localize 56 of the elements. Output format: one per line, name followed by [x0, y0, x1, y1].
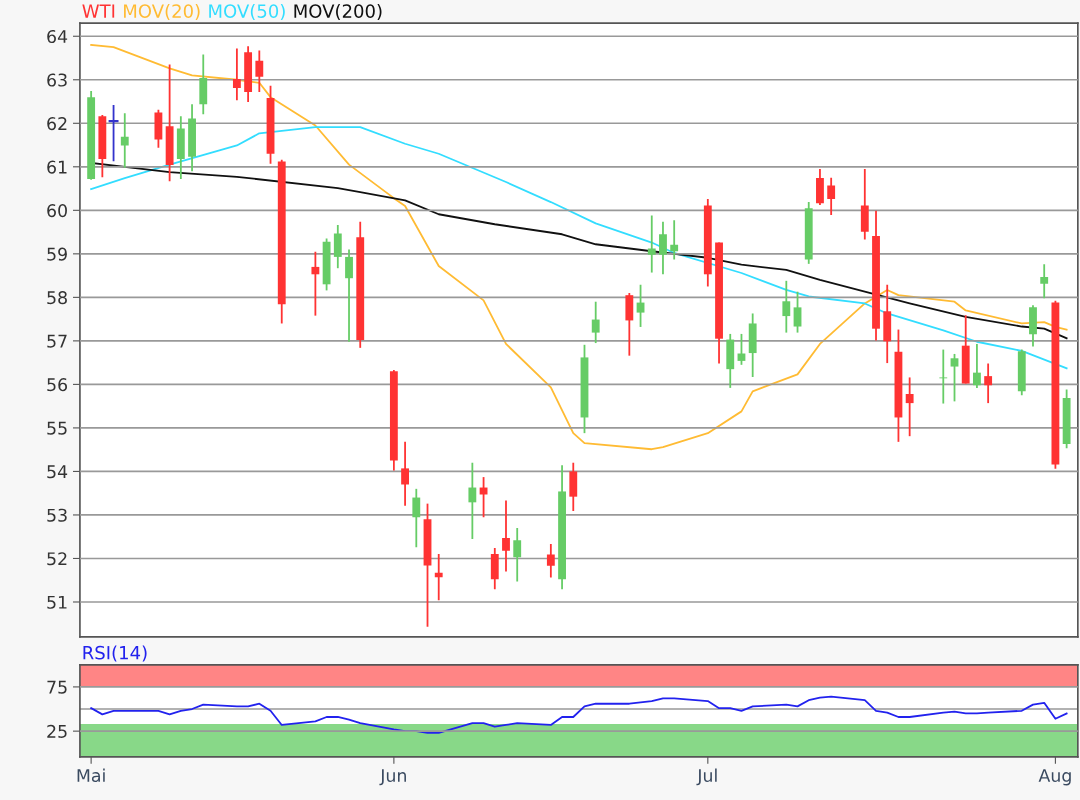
line-series — [90, 44, 1068, 451]
candlestick — [984, 362, 993, 405]
candlestick — [468, 461, 477, 540]
y-tick-label: 62 — [47, 117, 67, 131]
y-tick-label: 61 — [47, 160, 67, 174]
candlestick — [793, 290, 802, 334]
y-tick-label: 25 — [47, 724, 67, 738]
y-tick-label: 59 — [47, 247, 67, 261]
candlestick — [401, 440, 410, 507]
candlestick — [513, 527, 522, 583]
y-tick-label: 54 — [47, 465, 68, 479]
x-tick-label: Jul — [696, 768, 717, 786]
y-tick-label: 63 — [47, 73, 67, 87]
y-tick-label: 58 — [47, 291, 67, 305]
y-tick-label: 56 — [47, 378, 68, 392]
line-series — [90, 126, 1068, 370]
candlestick — [108, 104, 119, 163]
y-tick-label: 60 — [47, 204, 67, 218]
line-series — [90, 695, 1068, 734]
candlestick — [737, 333, 746, 366]
candlestick — [311, 250, 320, 317]
text: MOV(50) — [209, 3, 285, 21]
x-tick-label: Jun — [379, 769, 406, 786]
candlestick — [647, 214, 656, 274]
candlestick — [827, 176, 836, 217]
y-tick-label: 75 — [47, 680, 67, 694]
y-tick-label: 64 — [47, 29, 68, 44]
text: RSI(14) — [83, 645, 147, 662]
y-tick-label: 53 — [47, 508, 67, 522]
candlestick — [120, 112, 129, 169]
candlestick — [591, 300, 600, 344]
candlestick — [412, 487, 421, 549]
candlestick — [333, 224, 342, 270]
candlestick — [670, 219, 679, 261]
candlestick — [905, 376, 914, 438]
series-label: MOV(20) — [124, 3, 200, 21]
candlestick — [659, 220, 667, 276]
candlestick — [255, 49, 264, 93]
y-tick-label: 52 — [47, 552, 67, 566]
text: MOV(200) — [294, 3, 382, 21]
candlestick — [950, 353, 959, 403]
y-tick-label: 57 — [47, 334, 67, 348]
x-tick-label: Aug — [1038, 769, 1071, 786]
x-tick-label: Mai — [77, 768, 105, 783]
candlestick — [546, 543, 555, 579]
text: WTI — [82, 4, 115, 18]
candlestick — [782, 279, 791, 334]
candlestick — [502, 499, 510, 573]
candlestick — [973, 343, 981, 389]
candlestick — [434, 553, 443, 602]
y-tick-label: 51 — [47, 595, 67, 609]
y-tick-label: 55 — [47, 421, 67, 435]
candlestick — [345, 248, 353, 343]
candlestick — [232, 47, 241, 102]
candlestick — [939, 348, 948, 405]
candlestick — [1040, 263, 1049, 300]
